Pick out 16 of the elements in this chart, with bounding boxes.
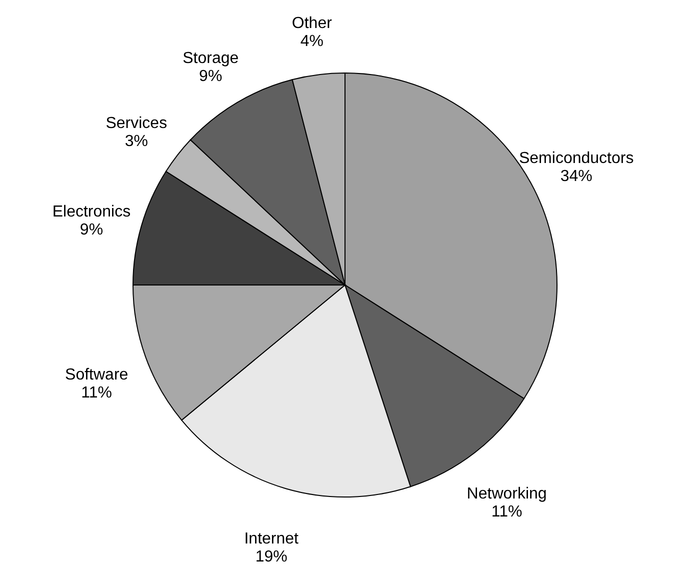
slice-label: Services xyxy=(106,115,168,132)
data-label: 3% xyxy=(124,133,148,150)
slice-label: Internet xyxy=(244,530,300,548)
slice-label: Software xyxy=(65,366,128,384)
data-label: 34% xyxy=(560,168,592,185)
slice-label: Other xyxy=(292,15,333,32)
slice-label: Storage xyxy=(182,50,239,67)
slice-label: Electronics xyxy=(52,203,131,220)
data-label: 9% xyxy=(80,221,104,238)
data-label: 11% xyxy=(81,384,112,402)
slice-label: Semiconductors xyxy=(518,150,634,167)
data-label: 4% xyxy=(300,33,324,50)
slice-label: Networking xyxy=(466,486,547,503)
data-label: 11% xyxy=(491,504,522,521)
data-label: 19% xyxy=(255,548,288,566)
data-label: 9% xyxy=(199,68,222,85)
